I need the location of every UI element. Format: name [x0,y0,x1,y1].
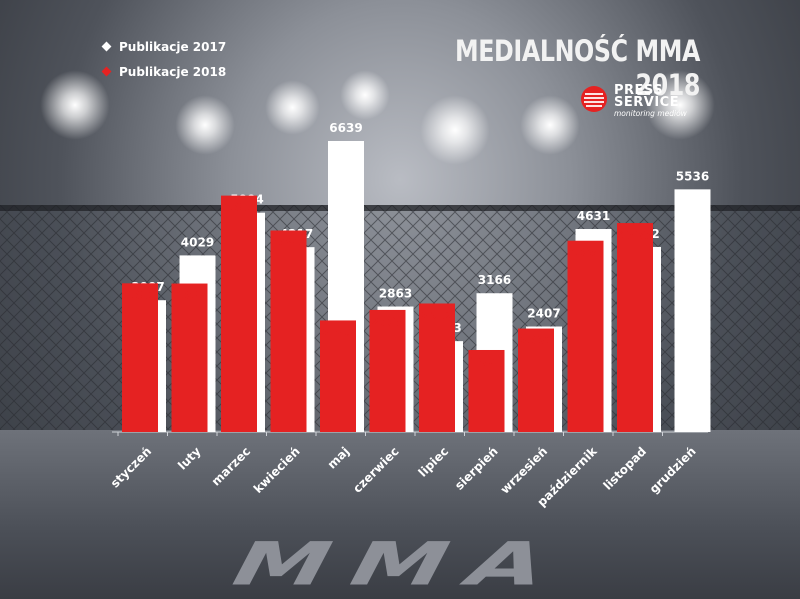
arena-floor [0,430,800,599]
x-tick-label-marzec: marzec [209,444,253,488]
bar-2018-maj [320,320,356,432]
legend-label-2017: Publikacje 2017 [119,40,227,54]
legend-label-2018: Publikacje 2018 [119,65,227,79]
logo-tagline: monitoring mediów [614,109,687,118]
data-label-2017-wrzesień: 2407 [527,306,560,320]
press-service-logo: PRESS SERVICE monitoring mediów [580,83,702,119]
data-label-2018-kwiecień: 4597 [272,236,305,250]
data-label-2018-sierpień: 1871 [470,355,503,369]
data-label-2017-czerwiec: 2863 [379,287,412,301]
x-tick-label-grudzień: grudzień [647,444,699,496]
x-tick-label-kwiecień: kwiecień [251,444,303,496]
press-service-logo-icon [581,86,607,112]
bar-2018-czerwiec [369,309,406,432]
legend-item-2017: Publikacje 2017 [101,40,227,54]
data-label-2018-maj: 2545 [321,325,354,339]
legend-item-2018: Publikacje 2018 [101,65,227,79]
chart-title: MEDIALNOŚĆ MMA 2018 [454,34,700,102]
data-label-2017-grudzień: 5536 [676,169,709,183]
data-label-2018-marzec: 5393 [222,201,255,215]
spotlight [420,95,490,165]
x-tick-label-listopad: listopad [601,444,650,493]
bar-2018-styczeń [122,283,158,432]
spotlight [40,70,110,140]
spotlight [645,70,715,140]
data-label-2017-sierpień: 3166 [478,273,511,287]
x-tick-label-lipiec: lipiec [416,444,451,479]
data-label-2018-luty: 3387 [173,289,206,303]
bar-2018-lipiec [419,303,455,432]
spotlight [175,95,235,155]
spotlight [520,95,580,155]
spotlight [340,70,390,120]
x-tick-label-sierpień: sierpień [452,444,501,493]
bar-2017-grudzień [674,189,711,432]
data-label-2018-lipiec: 2932 [420,308,453,322]
data-label-2017-maj: 6639 [329,121,362,135]
bar-2018-luty [171,283,208,432]
data-label-2017-luty: 4029 [181,235,214,249]
logo-text-press: PRESS [614,83,664,98]
legend-marker-2018 [101,66,112,77]
bar-2018-wrzesień [518,328,554,432]
data-label-2017-październik: 4631 [577,209,610,223]
bar-2018-październik [567,240,604,432]
spotlight [265,80,320,135]
legend-marker-2017 [101,41,112,52]
x-tick-label-czerwiec: czerwiec [350,444,401,495]
bar-2018-listopad [617,223,653,432]
x-tick-label-luty: luty [175,444,204,473]
bar-2018-marzec [221,195,257,432]
bar-2018-kwiecień [270,230,307,432]
data-label-2018-czerwiec: 2785 [371,315,404,329]
x-tick-label-wrzesień: wrzesień [498,444,550,496]
data-label-2018-listopad: 4767 [618,228,651,242]
x-tick-label-maj: maj [325,444,352,471]
data-label-2018-październik: 4364 [569,246,602,260]
data-label-2018-styczeń: 3392 [123,288,156,302]
x-tick-label-styczeń: styczeń [108,444,154,490]
bar-2018-sierpień [468,349,505,432]
data-label-2018-wrzesień: 2360 [519,334,552,348]
logo-text-service: SERVICE [614,95,680,110]
